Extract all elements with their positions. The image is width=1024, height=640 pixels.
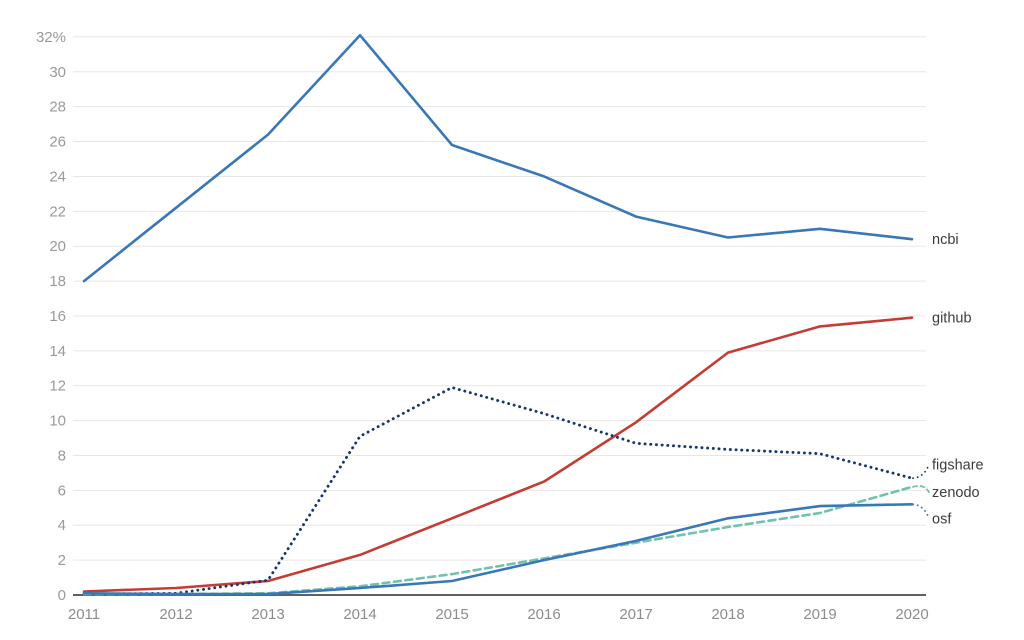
series-end-label-osf: osf — [932, 511, 952, 527]
series-end-label-ncbi: ncbi — [932, 232, 959, 248]
series-line-figshare — [82, 386, 914, 596]
x-tick-label: 2019 — [803, 606, 836, 623]
y-tick-label: 20 — [49, 238, 66, 255]
series-line-osf — [82, 503, 914, 596]
y-tick-label: 2 — [58, 552, 66, 569]
y-tick-label: 16 — [49, 308, 66, 325]
y-tick-label: 4 — [58, 517, 66, 534]
x-tick-label: 2014 — [343, 606, 376, 623]
series-line-zenodo — [82, 485, 914, 596]
label-leader-osf — [912, 503, 930, 520]
y-tick-label: 22 — [49, 203, 66, 220]
x-tick-label: 2016 — [527, 606, 560, 623]
x-tick-label: 2012 — [159, 606, 192, 623]
y-tick-label: 26 — [49, 134, 66, 151]
x-tick-label: 2013 — [251, 606, 284, 623]
series-line-github — [82, 316, 914, 593]
y-tick-label: 0 — [58, 587, 66, 604]
x-tick-label: 2011 — [68, 606, 100, 623]
x-tick-label: 2018 — [711, 606, 744, 623]
y-tick-label: 28 — [49, 99, 66, 116]
label-leader-figshare — [912, 463, 930, 480]
series-end-label-figshare: figshare — [932, 458, 984, 474]
x-tick-label: 2015 — [435, 606, 468, 623]
y-tick-label: 14 — [49, 343, 66, 360]
y-tick-label: 18 — [49, 273, 66, 290]
x-tick-label: 2020 — [895, 606, 928, 623]
series-line-ncbi — [82, 33, 914, 283]
y-tick-label: 6 — [58, 482, 66, 499]
y-tick-label: 30 — [49, 64, 66, 81]
y-tick-label: 12 — [49, 378, 66, 395]
y-tick-label: 32% — [36, 29, 66, 46]
y-tick-label: 24 — [49, 168, 66, 185]
label-leader-zenodo — [912, 485, 930, 493]
series-end-label-zenodo: zenodo — [932, 485, 980, 501]
y-tick-label: 8 — [58, 447, 66, 464]
y-tick-label: 10 — [49, 413, 66, 430]
series-end-label-github: github — [932, 311, 972, 327]
x-tick-label: 2017 — [619, 606, 652, 623]
